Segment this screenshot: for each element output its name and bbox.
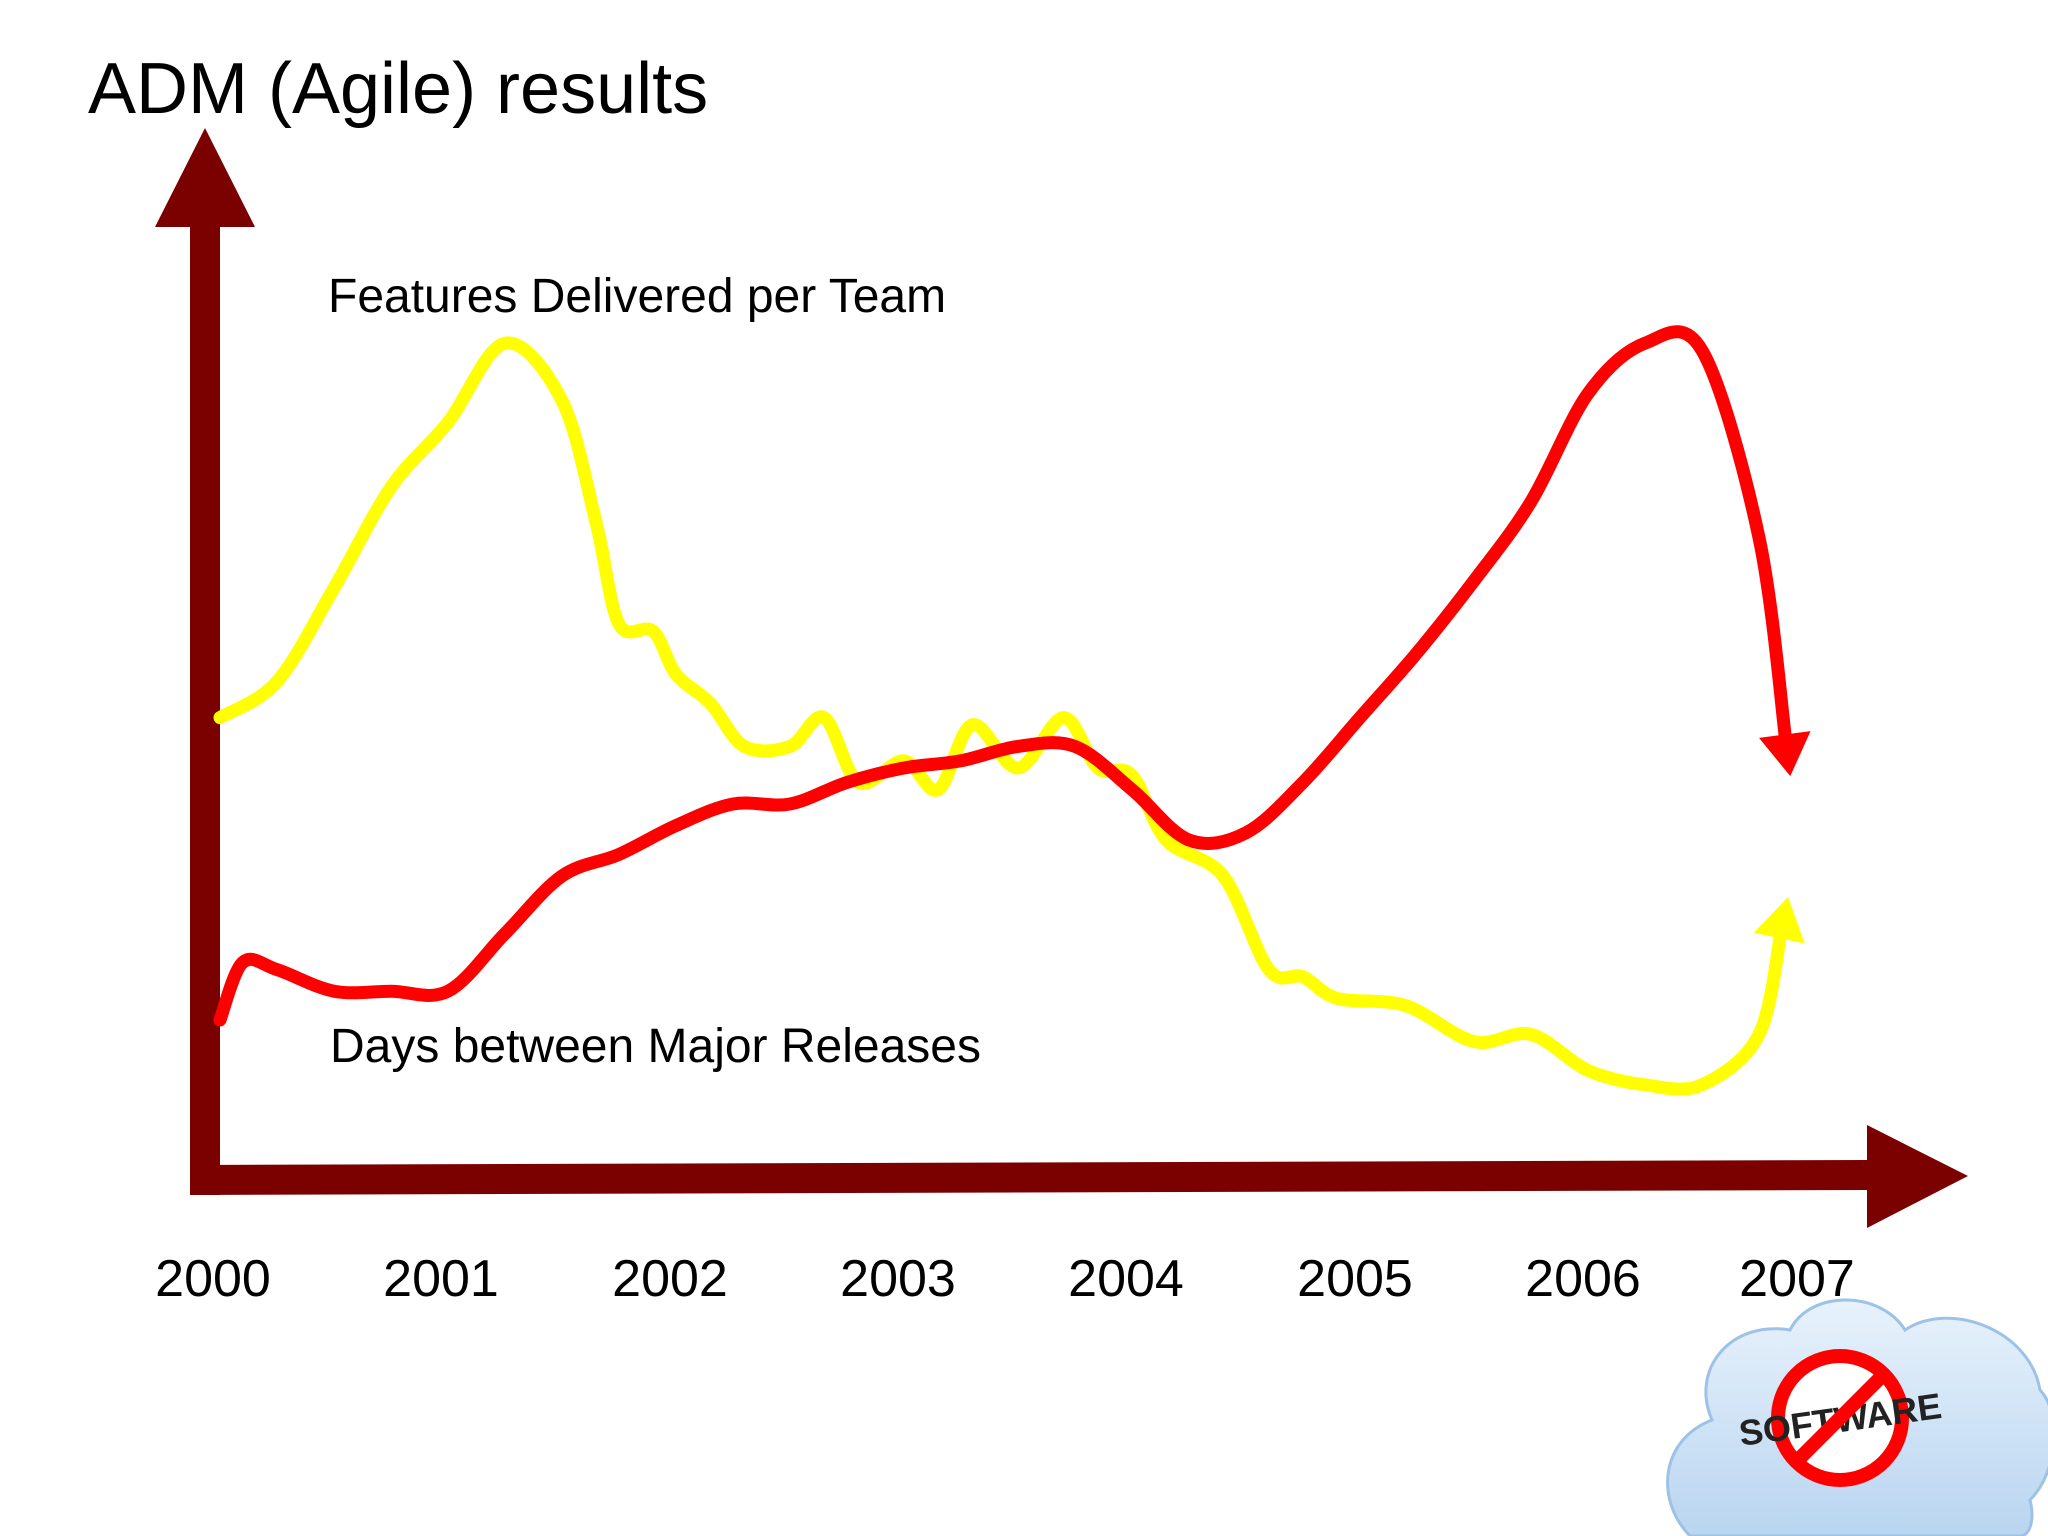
x-tick-labels: 2000 2001 2002 2003 2004 2005 2006 2007 [155,1250,1855,1308]
annotation-days: Days between Major Releases [330,1020,981,1073]
series-days-between-major-releases [213,325,1811,1027]
series-line [213,336,1789,1096]
series-arrowhead [1753,897,1805,944]
series-layer [213,325,1811,1096]
x-axis-arrowhead [1867,1125,1968,1228]
x-tick-label: 2004 [1068,1250,1184,1308]
series-line [213,325,1793,1027]
axes [155,128,1968,1228]
y-axis-arrowhead [155,128,255,227]
x-tick-label: 2003 [840,1250,956,1308]
x-tick-label: 2005 [1297,1250,1413,1308]
series-arrowhead [1759,731,1811,777]
x-tick-label: 2007 [1739,1250,1855,1308]
series-features-delivered-per-team [213,336,1805,1096]
x-tick-label: 2000 [155,1250,271,1308]
x-tick-label: 2001 [383,1250,499,1308]
x-tick-label: 2006 [1525,1250,1641,1308]
y-axis [190,225,220,1195]
annotation-features: Features Delivered per Team [328,270,946,323]
x-axis [190,1160,1870,1195]
slide-title: ADM (Agile) results [88,49,709,129]
no-software-logo: SOFTWARE [1666,1298,2048,1536]
x-tick-label: 2002 [612,1250,728,1308]
no-sign-slash [1791,1369,1889,1467]
